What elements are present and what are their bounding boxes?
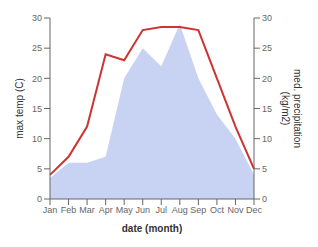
svg-text:30: 30 xyxy=(32,13,42,23)
svg-text:Jan: Jan xyxy=(43,205,58,215)
svg-text:5: 5 xyxy=(262,164,267,174)
svg-text:date (month): date (month) xyxy=(122,223,183,234)
svg-text:Jul: Jul xyxy=(156,205,168,215)
svg-text:Jun: Jun xyxy=(135,205,150,215)
svg-text:Dec: Dec xyxy=(246,205,263,215)
svg-text:Mar: Mar xyxy=(79,205,95,215)
svg-text:0: 0 xyxy=(262,194,267,204)
svg-text:max temp (C): max temp (C) xyxy=(14,78,25,139)
svg-text:Feb: Feb xyxy=(61,205,77,215)
svg-text:20: 20 xyxy=(262,74,272,84)
svg-text:Oct: Oct xyxy=(210,205,225,215)
svg-text:10: 10 xyxy=(262,134,272,144)
svg-text:5: 5 xyxy=(37,164,42,174)
svg-text:25: 25 xyxy=(262,43,272,53)
svg-text:0: 0 xyxy=(37,194,42,204)
svg-text:Apr: Apr xyxy=(99,205,113,215)
svg-text:30: 30 xyxy=(262,13,272,23)
svg-text:May: May xyxy=(116,205,134,215)
svg-text:15: 15 xyxy=(262,104,272,114)
svg-text:Aug: Aug xyxy=(172,205,188,215)
svg-text:20: 20 xyxy=(32,74,42,84)
svg-text:med. precipitation(kg/m2): med. precipitation(kg/m2) xyxy=(281,69,304,148)
svg-text:Sep: Sep xyxy=(190,205,206,215)
svg-text:Nov: Nov xyxy=(227,205,244,215)
svg-text:10: 10 xyxy=(32,134,42,144)
svg-text:25: 25 xyxy=(32,43,42,53)
svg-text:15: 15 xyxy=(32,104,42,114)
